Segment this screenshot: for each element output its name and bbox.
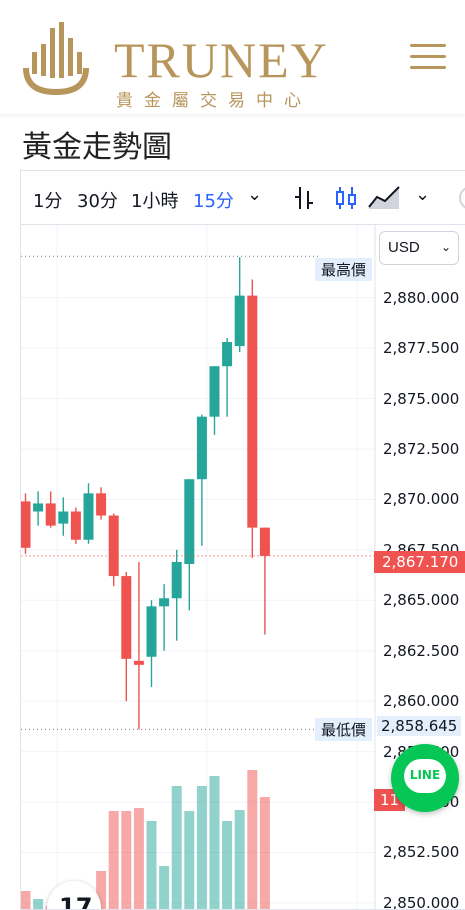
volume-bar [159,866,170,909]
volume-bar [196,786,207,909]
price-axis-label: 2,872.500 [383,439,460,458]
candle-style-icon[interactable] [333,183,359,213]
line-bubble-icon: LINE [404,759,446,793]
logo-mark-icon [23,22,89,96]
candle-body [58,511,69,524]
candle-body [222,342,233,367]
candle-body [108,515,119,577]
volume-bar [96,871,107,909]
candle-body [83,493,94,540]
volume-bar [247,770,258,909]
timeframe-1m[interactable]: 1分 [33,191,63,212]
volume-bar [259,797,270,909]
volume-bar [21,891,31,909]
volume-bar [33,899,44,909]
candle-body [171,561,182,599]
hamburger-menu-icon[interactable] [410,44,446,70]
page-title: 黃金走勢圖 [22,130,172,165]
candle-body [247,295,258,528]
low-price-label: 最低價 [315,718,373,741]
candle-body [33,503,44,512]
price-axis-label: 2,850.000 [383,893,460,910]
timeframe-30m[interactable]: 30分 [77,191,118,212]
timeframe-15m[interactable]: 15分 [193,191,234,212]
price-axis-label: 2,860.000 [383,692,460,711]
truney-logo[interactable]: TRUNEY 貴金屬交易中心 [20,18,327,111]
price-axis-label: 2,877.500 [383,339,460,358]
candle-body [45,503,56,526]
price-chart[interactable] [21,171,465,910]
area-style-icon[interactable] [367,183,401,213]
volume-bar [234,810,245,909]
candle-body [259,527,270,556]
timeframe-dropdown-icon[interactable]: ⌄ [247,184,263,205]
chart-toolbar: 1分 30分 1小時 15分 ⌄ ⌄ [21,171,465,225]
high-price-label: 最高價 [315,258,373,281]
volume-bar [209,776,220,909]
low-price-value: 2,858.645 [377,716,462,736]
bar-style-icon[interactable] [291,183,317,213]
volume-bar [133,808,144,909]
price-axis-label: 2,865.000 [383,591,460,610]
candle-body [70,511,81,540]
price-axis-label: 2,875.000 [383,389,460,408]
chevron-down-icon: ⌄ [440,240,451,254]
currency-select[interactable]: USD ⌄ [379,231,459,265]
price-axis-label: 2,852.500 [383,843,460,862]
style-dropdown-icon[interactable]: ⌄ [415,184,431,205]
site-header: TRUNEY 貴金屬交易中心 [0,0,465,114]
candle-body [133,660,144,665]
candle-body [196,416,207,480]
volume-bar [108,811,119,909]
volume-bar [171,786,182,909]
price-axis-label: 2,862.500 [383,641,460,660]
candle-body [21,501,31,548]
candle-body [184,479,195,564]
volume-bar [184,811,195,909]
candle-body [146,606,157,657]
more-options-icon[interactable] [455,183,465,213]
volume-bar [121,811,132,909]
brand-subtitle: 貴金屬交易中心 [116,91,312,111]
candle-body [234,295,245,347]
candle-body [209,366,220,417]
volume-bar [146,821,157,909]
line-chat-button[interactable]: LINE [391,744,459,812]
last-price-tag: 2,867.170 [374,551,465,573]
volume-bar [222,821,233,909]
timeframe-1h[interactable]: 1小時 [131,191,179,212]
currency-value: USD [388,239,420,256]
price-axis-label: 2,870.000 [383,490,460,509]
price-axis-label: 2,880.000 [383,288,460,307]
candle-body [96,493,107,516]
candle-body [121,576,132,659]
candle-body [159,598,170,607]
brand-name: TRUNEY [114,32,329,88]
